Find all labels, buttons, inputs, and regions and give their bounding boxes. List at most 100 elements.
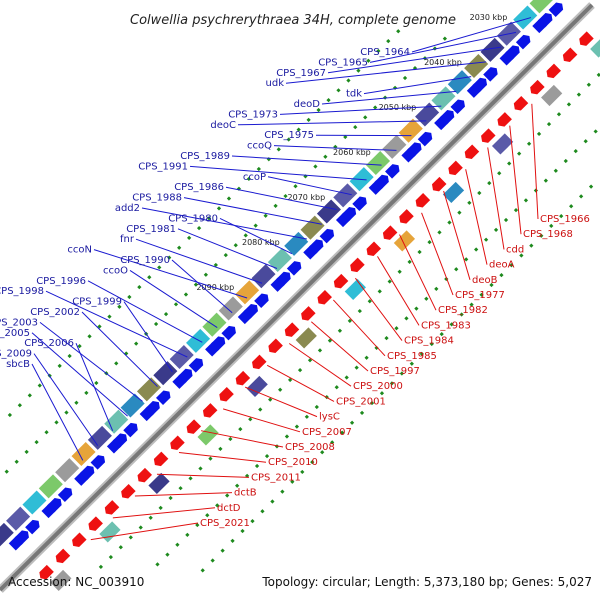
reverse-cds-arrow <box>382 225 398 240</box>
gc-tick <box>377 289 382 294</box>
reverse-gene-label: deoB <box>472 275 498 286</box>
forward-label-leader <box>171 259 233 314</box>
forward-label-leader <box>219 217 293 255</box>
gc-tick <box>334 385 339 390</box>
gc-tick <box>449 322 454 327</box>
gc-tick <box>250 519 255 524</box>
gc-tick <box>459 312 464 317</box>
forward-feature-block <box>218 296 243 321</box>
forward-label-leader <box>285 61 487 84</box>
forward-feature-block <box>153 361 178 386</box>
gc-tick <box>238 427 243 432</box>
gc-tick <box>353 125 358 130</box>
forward-cds-arrow <box>472 77 488 93</box>
forward-gene-label: deoD <box>294 99 321 110</box>
reverse-cds-arrow <box>268 338 283 353</box>
reverse-gene-label: CPS_1985 <box>387 351 437 362</box>
reverse-gene-label: deoA <box>489 260 515 271</box>
reverse-label-leader <box>509 125 522 235</box>
gc-tick <box>414 306 419 311</box>
forward-cds-arrow <box>439 110 455 125</box>
forward-cds-arrow <box>319 228 335 244</box>
gc-tick <box>296 127 301 132</box>
gc-tick <box>379 391 385 396</box>
reverse-cds-arrow <box>252 354 267 370</box>
forward-cds-arrow <box>123 422 138 438</box>
gc-tick <box>263 213 268 218</box>
gc-tick <box>4 469 9 474</box>
gc-tick <box>586 82 591 87</box>
gc-tick <box>216 206 222 211</box>
gc-tick <box>314 404 319 410</box>
reverse-cds-arrow <box>153 451 169 467</box>
gc-tick <box>526 141 532 146</box>
reverse-label-leader <box>244 386 318 418</box>
gc-tick <box>114 361 119 366</box>
gc-tick <box>343 134 348 140</box>
forward-feature-block <box>202 312 227 337</box>
forward-gene-label: fnr <box>120 234 135 245</box>
forward-feature-block <box>186 328 211 353</box>
gc-tick <box>316 107 321 113</box>
gc-tick <box>165 552 170 557</box>
forward-gene-label: CPS_1988 <box>132 193 182 204</box>
gc-tick <box>397 269 402 274</box>
forward-feature-block <box>87 425 112 450</box>
gc-tick <box>409 361 414 366</box>
gc-tick <box>419 351 424 356</box>
gc-tick <box>320 450 325 455</box>
gc-tick <box>185 532 190 538</box>
reverse-feature-block <box>442 181 465 204</box>
gc-tick <box>326 98 331 103</box>
reverse-cds-arrow <box>39 564 54 580</box>
kbp-tick-label: 2050 kbp <box>379 103 417 112</box>
reverse-label-leader <box>355 277 403 341</box>
gc-tick <box>457 210 462 215</box>
gc-tick <box>588 184 594 189</box>
gc-tick <box>373 105 378 110</box>
gc-tick <box>183 292 189 297</box>
gc-tick <box>489 282 494 288</box>
reverse-label-leader <box>421 212 454 296</box>
reverse-label-leader <box>134 492 233 497</box>
reverse-label-leader <box>178 451 267 463</box>
gc-tick <box>513 208 519 213</box>
forward-cds-arrow <box>352 196 367 211</box>
forward-gene-label: CPS_2009 <box>0 349 32 360</box>
forward-gene-label: CPS_1996 <box>36 276 86 287</box>
gc-tick <box>467 200 472 205</box>
reverse-cds-arrow <box>530 79 545 95</box>
gc-tick <box>167 255 172 260</box>
gc-tick <box>256 166 261 172</box>
gc-tick <box>367 299 372 304</box>
gc-tick <box>173 302 179 307</box>
forward-cds-arrow <box>537 13 553 28</box>
forward-cds-arrow <box>385 164 400 179</box>
reverse-feature-block <box>197 424 219 446</box>
reverse-label-leader <box>112 507 216 519</box>
gc-tick <box>583 139 588 144</box>
reverse-label-leader <box>465 169 488 265</box>
gc-tick <box>469 302 474 307</box>
forward-label-leader <box>75 343 114 432</box>
gc-tick <box>134 341 139 346</box>
forward-gene-label: CPS_1967 <box>276 68 326 79</box>
forward-gene-label: CPS_1980 <box>168 213 218 224</box>
forward-feature-block <box>71 442 96 467</box>
gc-tick <box>74 400 79 405</box>
gc-tick <box>399 371 404 376</box>
forward-label-leader <box>31 332 128 417</box>
forward-feature-block <box>136 377 162 402</box>
gc-tick <box>158 505 163 510</box>
gc-tick <box>396 29 401 34</box>
gc-tick <box>193 282 199 287</box>
forward-feature-block <box>22 490 47 515</box>
gc-tick <box>228 436 233 442</box>
reverse-label-leader <box>310 321 369 372</box>
gc-tick <box>276 147 281 152</box>
reverse-cds-arrow <box>562 47 578 62</box>
forward-cds-arrow <box>407 142 422 157</box>
gc-tick <box>519 253 524 258</box>
gc-tick <box>389 381 395 386</box>
forward-gene-label: udk <box>266 78 285 89</box>
